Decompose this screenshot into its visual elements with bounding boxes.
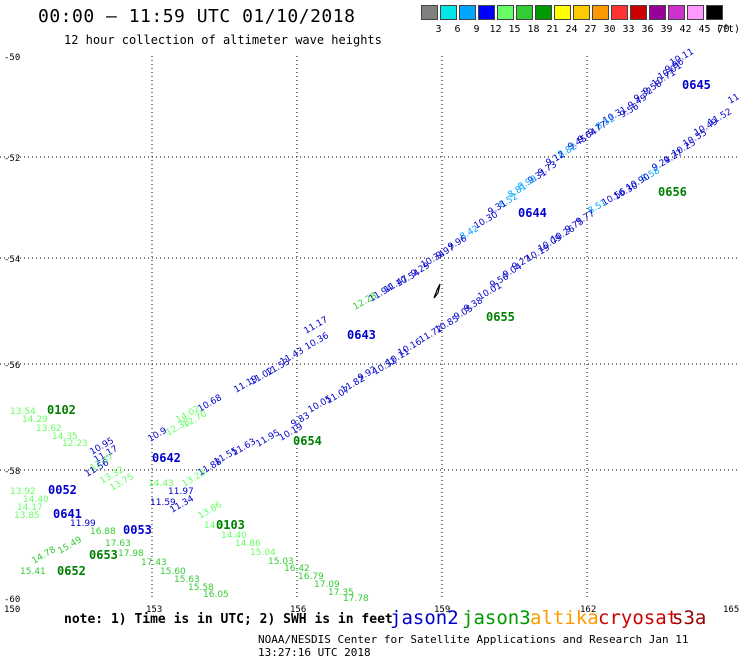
wave-height-value: 12.91 <box>0 0 26 3</box>
longitude-label: 165 <box>723 605 739 615</box>
track-id-label: 0643 <box>347 328 376 342</box>
latitude-label: -60 <box>4 595 20 605</box>
wave-height-value: 17.78 <box>343 594 369 604</box>
wave-height-value: 16.05 <box>203 590 229 600</box>
wave-height-value: 11.95 <box>255 428 282 450</box>
track-id-label: 0654 <box>293 434 322 448</box>
track-id-label: 0642 <box>152 451 181 465</box>
track-id-label: 0653 <box>89 548 118 562</box>
credit-line: NOAA/NESDIS Center for Satellite Applica… <box>258 633 740 659</box>
wave-height-value: 12.28 <box>352 291 380 313</box>
track-id-label: 0053 <box>123 523 152 537</box>
wave-height-value: 13.85 <box>14 511 40 521</box>
latitude-label: -54 <box>4 255 20 265</box>
wave-height-values: 10.119.9610.0110.719.589.329.499.5610.31… <box>0 0 740 604</box>
track-id-label: 0656 <box>658 185 687 199</box>
track-id-label: 0102 <box>47 403 76 417</box>
wave-height-value: 16.88 <box>90 527 116 537</box>
latitude-label: -52 <box>4 154 20 164</box>
track-id-label: 0052 <box>48 483 77 497</box>
satellite-label-altika: altika <box>530 607 599 629</box>
satellite-label-jason3: jason3 <box>462 607 531 629</box>
wave-height-value: 15.41 <box>20 567 46 577</box>
wave-height-value: 11.41 <box>727 85 740 107</box>
satellite-label-cryosat: cryosat <box>598 607 678 629</box>
latitude-labels: -50 -52 -54 -56 -58 -60 <box>4 53 20 605</box>
latitude-label: -56 <box>4 361 20 371</box>
wave-height-value: 15.49 <box>57 535 85 557</box>
wave-height-value: 12.23 <box>62 439 88 449</box>
track-id-label: 0655 <box>486 310 515 324</box>
satellite-label-s3a: s3a <box>672 607 706 629</box>
wave-height-value: 10.05 <box>307 394 334 416</box>
footnote: note: 1) Time is in UTC; 2) SWH is in fe… <box>64 612 393 627</box>
track-id-label: 0644 <box>518 206 547 220</box>
wave-height-value: 11.19 <box>233 374 261 396</box>
latitude-label: -50 <box>4 53 20 63</box>
satellite-label-jason2: jason2 <box>390 607 459 629</box>
track-id-label: 0641 <box>53 507 82 521</box>
track-id-label: 0652 <box>57 564 86 578</box>
track-id-label: 0645 <box>682 78 711 92</box>
wave-height-value: 14.78 <box>31 545 59 567</box>
latitude-label: -58 <box>4 467 20 477</box>
track-labels: 0645 0656 0644 0655 0643 0654 0642 0102 0052 0641… <box>47 78 711 578</box>
longitude-label: 150 <box>4 605 20 615</box>
island-outline <box>434 284 440 298</box>
track-id-label: 0103 <box>216 518 245 532</box>
